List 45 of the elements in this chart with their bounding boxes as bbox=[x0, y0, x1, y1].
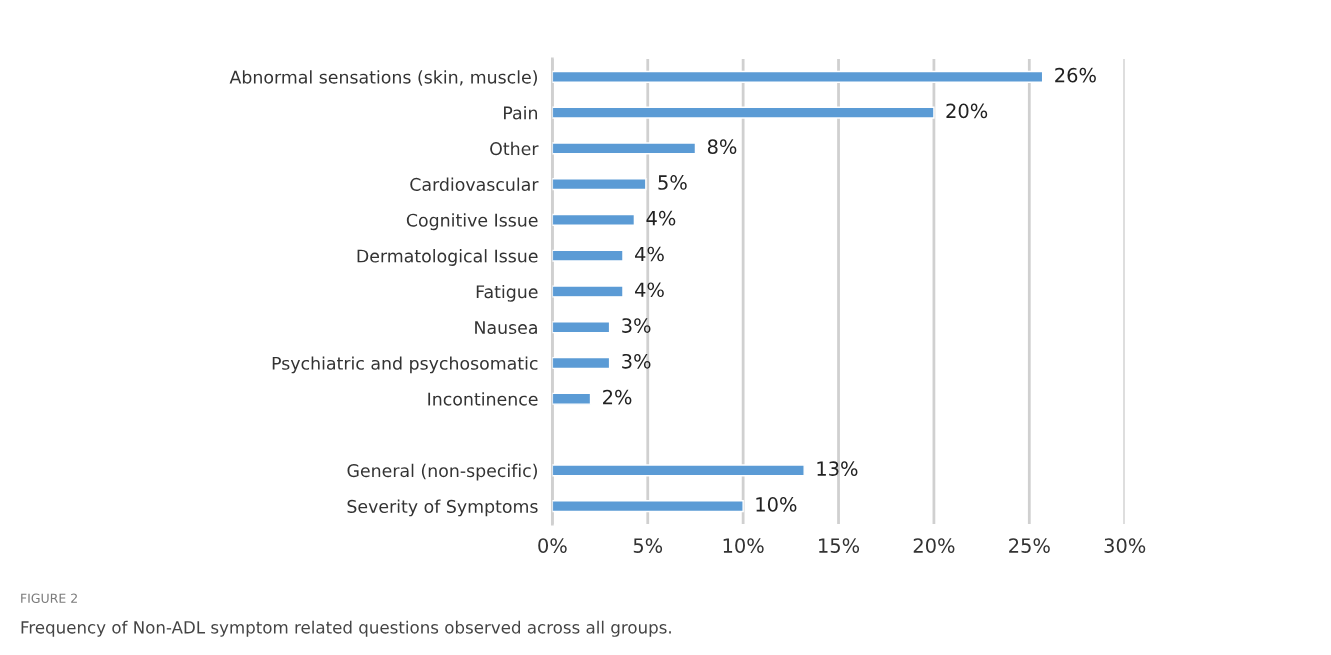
y-tick-label: Fatigue bbox=[476, 284, 538, 302]
data-label: 2% bbox=[603, 389, 632, 405]
y-tick-label: Abnormal sensations (skin, muscle) bbox=[229, 70, 537, 86]
data-label: 8% bbox=[707, 139, 737, 155]
y-tick-label: Incontinence bbox=[428, 392, 538, 406]
caption: FIGURE 2 bbox=[21, 593, 77, 603]
bar bbox=[552, 285, 624, 298]
data-label: 4% bbox=[635, 246, 664, 262]
bar bbox=[552, 142, 697, 155]
x-tick-label: 5% bbox=[633, 538, 663, 553]
y-tick-label: Cognitive Issue bbox=[406, 213, 538, 231]
text: Frequency of Non-ADL symptom related questions observed across all groups. bbox=[21, 620, 671, 637]
bar bbox=[552, 70, 1044, 83]
y-tick-label: Dermatological Issue bbox=[357, 249, 538, 266]
bar bbox=[552, 392, 592, 405]
bar bbox=[552, 500, 744, 513]
x-tick-label: 30% bbox=[1104, 538, 1146, 553]
y-tick-label: General (non-specific) bbox=[347, 463, 537, 481]
data-label: 4% bbox=[635, 282, 664, 298]
x-tick-label: 0% bbox=[538, 538, 567, 553]
data-label: 4% bbox=[646, 210, 676, 226]
y-tick-label: Severity of Symptoms bbox=[347, 499, 538, 517]
bar bbox=[552, 249, 624, 262]
y-tick-label: Cardiovascular bbox=[410, 177, 539, 191]
y-tick-label: Other bbox=[490, 141, 539, 156]
y-tick-label: Psychiatric and psychosomatic bbox=[272, 356, 538, 374]
y-tick-label: Nausea bbox=[475, 321, 537, 335]
data-label: 20% bbox=[946, 103, 988, 119]
bar bbox=[552, 464, 805, 477]
x-tick-label: 15% bbox=[819, 538, 860, 553]
x-tick-label: 10% bbox=[723, 538, 764, 553]
data-label: 13% bbox=[817, 461, 858, 476]
bar bbox=[552, 178, 647, 191]
y-tick-label: Pain bbox=[504, 106, 537, 120]
bar bbox=[552, 213, 636, 226]
data-label: 10% bbox=[756, 497, 797, 512]
data-label: 3% bbox=[622, 318, 651, 333]
data-label: 3% bbox=[622, 353, 651, 369]
bar bbox=[552, 321, 611, 334]
x-tick-label: 20% bbox=[913, 538, 955, 553]
bar bbox=[552, 356, 611, 370]
bar bbox=[552, 106, 935, 119]
data-label: 5% bbox=[658, 175, 687, 190]
data-label: 26% bbox=[1055, 67, 1096, 83]
x-tick-label: 25% bbox=[1009, 538, 1050, 553]
